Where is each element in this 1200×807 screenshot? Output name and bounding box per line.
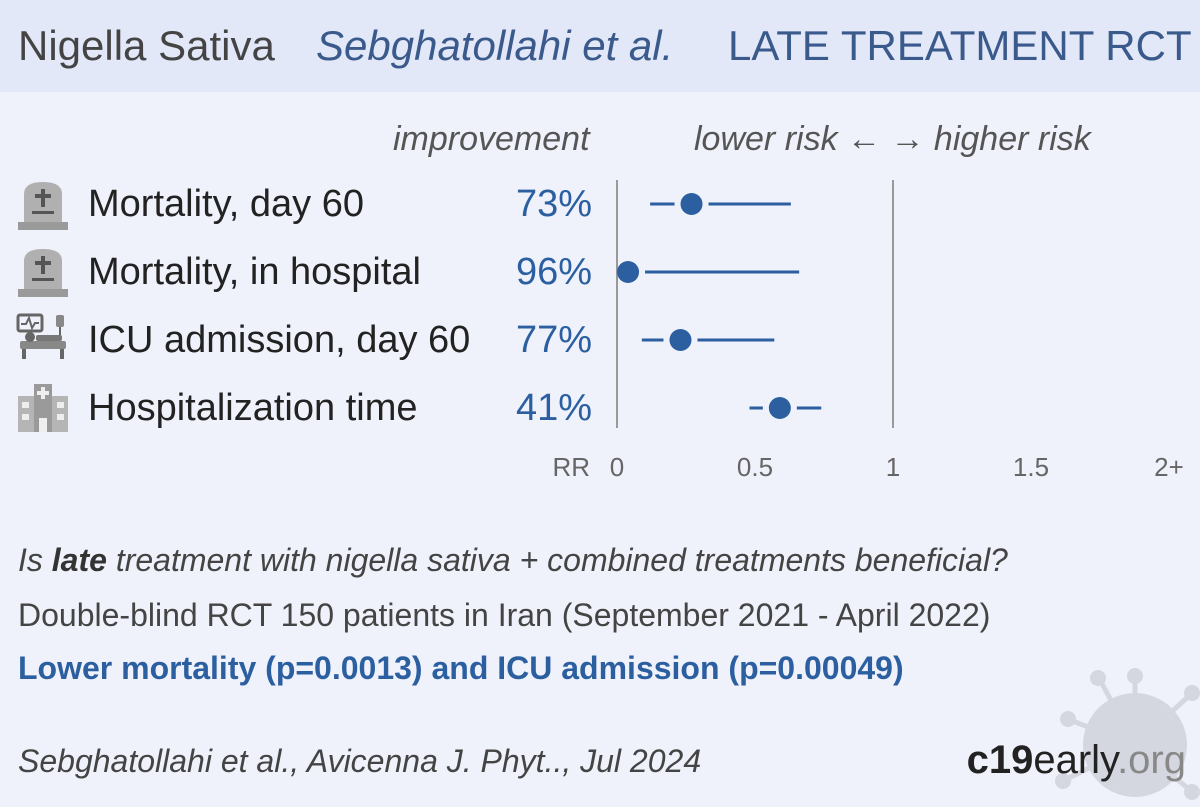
point-estimate xyxy=(680,193,703,215)
point-estimate xyxy=(617,261,640,283)
gravestone-icon xyxy=(18,249,68,297)
tick-label: 1.5 xyxy=(1013,452,1049,482)
study-author: Sebghatollahi et al. xyxy=(316,22,674,69)
risk-direction-header: lower risk ← → higher risk xyxy=(694,120,1091,158)
point-estimate xyxy=(669,329,692,351)
tick-label: 1 xyxy=(886,452,900,482)
gravestone-icon xyxy=(18,182,68,230)
c19early-logo[interactable]: c19early.org xyxy=(966,738,1186,782)
header-banner: Nigella Sativa Sebghatollahi et al. LATE… xyxy=(0,0,1200,92)
tick-label: 0 xyxy=(610,452,624,482)
forest-plot: RR 0 0.5 1 1.5 2+ xyxy=(552,180,1184,482)
tick-label: 2+ xyxy=(1154,452,1184,482)
tick-label: 0.5 xyxy=(737,452,773,482)
improvement-column-header: improvement xyxy=(393,120,590,158)
x-axis-label: RR xyxy=(552,452,590,482)
outcome-label: Hospitalization time xyxy=(88,387,418,429)
improvement-value: 77% xyxy=(515,319,592,361)
point-estimate xyxy=(768,397,791,419)
study-design: Double-blind RCT 150 patients in Iran (S… xyxy=(18,597,991,633)
hospital-building-icon xyxy=(18,384,68,432)
icu-bed-icon xyxy=(16,313,66,359)
drug-title: Nigella Sativa xyxy=(18,22,275,69)
outcome-label: ICU admission, day 60 xyxy=(88,319,471,361)
improvement-value: 96% xyxy=(515,251,592,293)
study-question: Is late treatment with nigella sativa + … xyxy=(18,542,1008,578)
study-result: Lower mortality (p=0.0013) and ICU admis… xyxy=(18,650,904,686)
improvement-value: 41% xyxy=(515,387,592,429)
outcome-label: Mortality, day 60 xyxy=(88,183,364,225)
study-type: LATE TREATMENT RCT xyxy=(728,22,1192,69)
virus-icon xyxy=(1055,668,1200,800)
improvement-value: 73% xyxy=(515,183,592,225)
outcome-label: Mortality, in hospital xyxy=(88,251,421,293)
citation: Sebghatollahi et al., Avicenna J. Phyt..… xyxy=(18,743,702,779)
